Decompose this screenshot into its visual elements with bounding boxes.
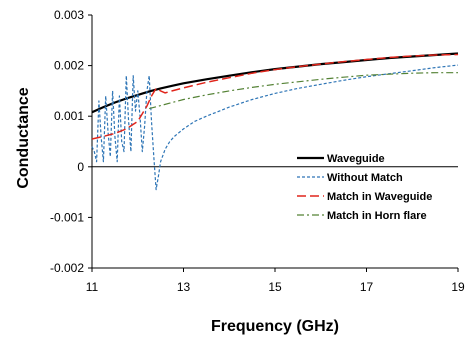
- axes: [88, 14, 459, 272]
- x-axis-title: Frequency (GHz): [211, 318, 339, 335]
- x-tick-label: 17: [360, 280, 374, 294]
- x-tick-label: 13: [177, 280, 191, 294]
- series-line-match-in-horn-flare: [149, 72, 458, 110]
- legend-label: Without Match: [327, 172, 403, 184]
- series-layer: [91, 52, 459, 191]
- legend-label: Match in Waveguide: [327, 191, 432, 203]
- series-line-without-match: [91, 64, 459, 191]
- y-tick-label: 0.003: [54, 8, 84, 22]
- y-axis-title: Conductance: [15, 87, 32, 188]
- x-tick-label: 19: [451, 280, 465, 294]
- legend-label: Match in Horn flare: [327, 210, 427, 222]
- x-tick-label: 11: [86, 280, 99, 294]
- y-tick-label: -0.002: [50, 261, 84, 275]
- y-tick-label: 0.002: [54, 59, 84, 73]
- y-tick-label: 0.001: [54, 109, 84, 123]
- legend-label: Waveguide: [327, 153, 385, 165]
- legend: Waveguide Without Match Match in Waveguide…: [297, 153, 432, 222]
- series-line-match-in-waveguide: [91, 53, 459, 140]
- y-tick-label: 0: [77, 160, 84, 174]
- y-tick-label: -0.001: [50, 210, 84, 224]
- x-tick-label: 15: [268, 280, 282, 294]
